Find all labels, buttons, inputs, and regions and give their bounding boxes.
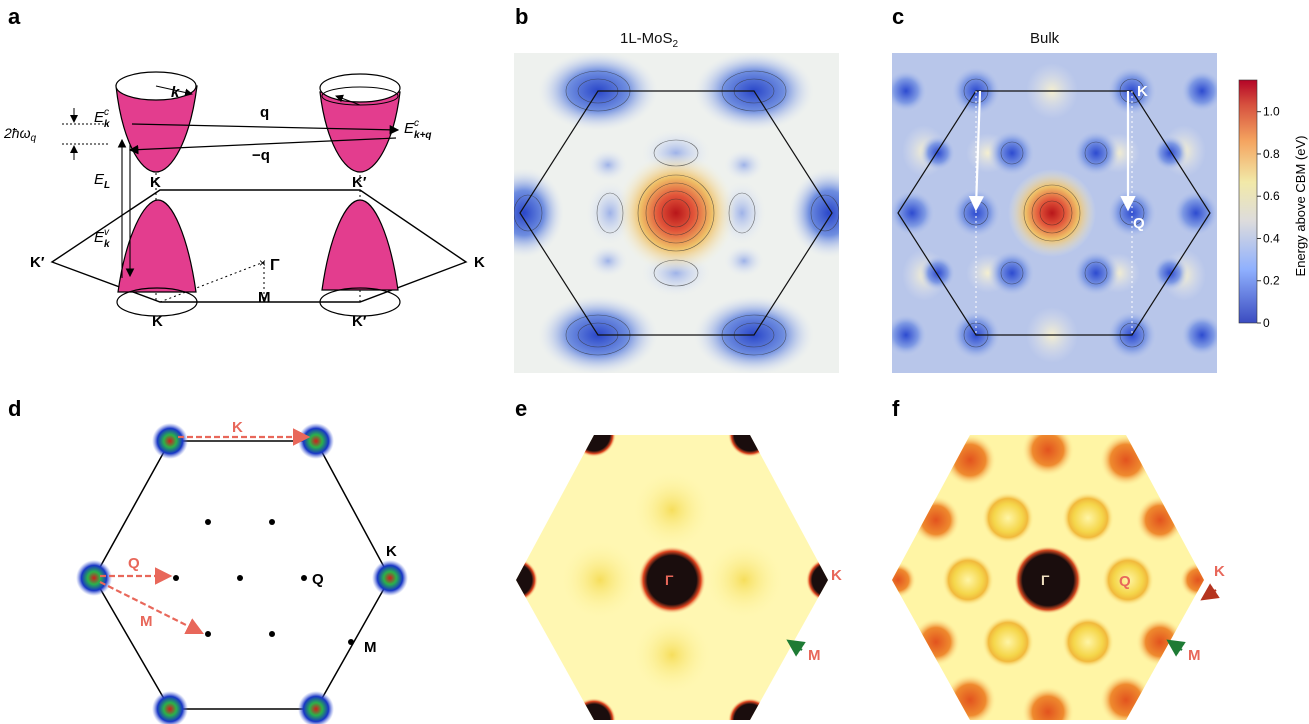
conduction-cone-Kp — [319, 91, 401, 173]
label-Kp-left: K′ — [30, 254, 45, 271]
label-K-bulk: K — [1137, 83, 1148, 100]
label-K-f: K — [1214, 563, 1225, 580]
label-Kp-bottom: K′ — [352, 313, 367, 330]
colorbar: 0 0.2 0.4 0.6 0.8 1.0 Energy above CBM (eV) — [1238, 79, 1308, 330]
arrow-M-transfer — [99, 581, 204, 634]
panel-letter-d: d — [8, 396, 22, 421]
svg-text:2ħωq: 2ħωq — [3, 125, 36, 144]
brillouin-zone-plane — [50, 189, 468, 303]
panel-letter-e: e — [515, 396, 528, 421]
label-q: q — [260, 104, 269, 121]
panel-letter-a: a — [8, 4, 21, 29]
arrow-M-f — [1166, 639, 1186, 657]
energy-map-bulk: K Q — [892, 53, 1217, 373]
gamma-spot-e — [638, 546, 706, 614]
panel-c-title: Bulk — [1030, 30, 1060, 47]
svg-text:Eck: Ec k — [94, 107, 110, 130]
label-K-top: K — [150, 174, 161, 191]
gamma-spot-f — [1014, 546, 1082, 614]
label-Gamma-e: Γ — [665, 572, 674, 588]
brillouin-zone-hexagon — [519, 90, 833, 336]
label-Q-bulk: Q — [1133, 215, 1145, 232]
label-hbar-omega: 2ħω — [3, 125, 31, 141]
label-K-arrow: K — [232, 419, 243, 436]
panel-letter-c: c — [892, 4, 905, 29]
label-Ekv: E — [94, 229, 105, 246]
svg-text:×: × — [259, 256, 266, 270]
energy-map-monolayer — [514, 53, 839, 373]
panel-b-title: 1L-MoS2 — [620, 30, 679, 50]
label-M-d: M — [364, 639, 377, 656]
arrow-K-f — [1200, 583, 1220, 601]
colorbar-tick-label: 0 — [1263, 316, 1270, 330]
label-Ekqc: E — [404, 120, 415, 137]
gamma-peak — [616, 153, 736, 273]
K-valleys — [76, 423, 408, 724]
map-panel-e: Γ K M — [516, 435, 842, 720]
label-neg-q: −q — [252, 147, 270, 164]
panel-letter-f: f — [892, 396, 900, 421]
arrow-M-e — [786, 639, 806, 657]
valence-cone-Kp — [321, 199, 399, 291]
label-Q-f: Q — [1119, 573, 1131, 590]
colorbar-label: Energy above CBM (eV) — [1293, 136, 1308, 277]
label-M-e: M — [808, 647, 821, 664]
label-M: M — [258, 289, 271, 306]
svg-text:Evk: Ev k — [94, 227, 110, 250]
valence-cone-K — [117, 199, 197, 293]
label-K-d: K — [386, 543, 397, 560]
label-Gamma: Γ — [270, 257, 280, 274]
colorbar-tick-label: 0.8 — [1263, 147, 1280, 161]
label-k: k — [171, 84, 180, 101]
label-Gamma-f: Γ — [1041, 572, 1050, 588]
colorbar-tick-label: 1.0 — [1263, 105, 1280, 119]
svg-text:Eck+q: Ec k+q — [404, 118, 432, 141]
gamma-peak-bulk — [1008, 169, 1096, 257]
label-EL: E — [94, 171, 105, 188]
label-Q-d: Q — [312, 571, 324, 588]
svg-text:EL: EL — [94, 171, 110, 191]
label-Q-arrow: Q — [128, 555, 140, 572]
label-M-arrow: M — [140, 613, 153, 630]
label-K-right: K — [474, 254, 485, 271]
arrow-K-to-Q-left — [968, 90, 985, 212]
panel-letter-b: b — [515, 4, 529, 29]
colorbar-tick-label: 0.4 — [1263, 231, 1280, 245]
label-Ekc: E — [94, 109, 105, 126]
bz-schematic-d: K Q M K Q M — [76, 419, 408, 724]
colorbar-tick-label: 0.2 — [1263, 274, 1280, 288]
map-panel-f: Γ Q K M — [892, 435, 1225, 720]
Q-points — [173, 519, 354, 645]
label-K-bottom: K — [152, 313, 163, 330]
colorbar-tick-label: 0.6 — [1263, 189, 1280, 203]
label-M-f: M — [1188, 647, 1201, 664]
band-structure-schematic: × k q −q 2ħωq Ec k Ec k+q EL Ev k K K′ K′ K… — [3, 71, 485, 330]
label-Kp-top: K′ — [352, 174, 367, 191]
label-K-e: K — [831, 567, 842, 584]
